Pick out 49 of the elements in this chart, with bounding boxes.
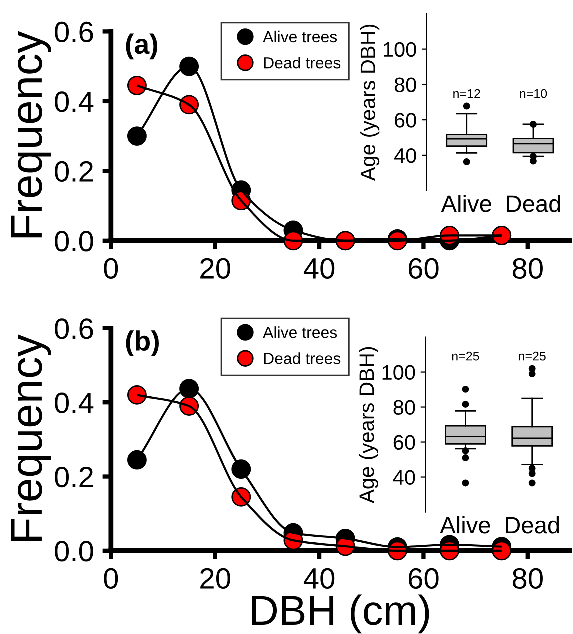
annotation: n=12 bbox=[454, 89, 480, 98]
x-tick-label: 0 bbox=[104, 258, 118, 280]
y-axis-title: Age (years DBH) bbox=[359, 347, 378, 504]
x-tick-label: 0 bbox=[104, 568, 118, 590]
annotation: n=25 bbox=[452, 352, 480, 361]
x-tick-label: 60 bbox=[408, 568, 439, 590]
y-tick-label: 40 bbox=[394, 148, 416, 164]
y-tick-label: 40 bbox=[393, 470, 416, 486]
y-tick-label: 0.4 bbox=[55, 92, 94, 112]
chart-title: (a) bbox=[126, 34, 158, 60]
y-tick-label: 0.6 bbox=[55, 22, 94, 43]
y-tick-label: 0.0 bbox=[55, 231, 94, 252]
x-tick-label: 40 bbox=[304, 258, 335, 280]
y-tick-label: 100 bbox=[382, 365, 416, 380]
annotation: n=10 bbox=[520, 89, 548, 98]
x-tick-label: Dead bbox=[507, 195, 560, 212]
y-tick-label: 80 bbox=[394, 400, 416, 416]
x-tick-label: 40 bbox=[304, 568, 335, 590]
y-tick-label: 0.4 bbox=[55, 392, 94, 414]
y-tick-label: 0.6 bbox=[55, 318, 94, 340]
legend-label: Dead trees bbox=[264, 57, 341, 69]
y-axis-title: Age (years DBH) bbox=[360, 24, 380, 182]
y-tick-label: 0.2 bbox=[55, 161, 94, 182]
x-tick-label: Dead bbox=[506, 516, 560, 534]
y-tick-label: 100 bbox=[384, 42, 416, 58]
point bbox=[127, 385, 147, 405]
x-tick-label: 80 bbox=[512, 258, 543, 280]
legend-label: Alive trees bbox=[263, 30, 338, 43]
y-tick-label: 80 bbox=[394, 78, 416, 92]
point bbox=[127, 126, 147, 146]
y-tick-label: 60 bbox=[394, 435, 416, 450]
x-tick-label: Alive bbox=[441, 195, 492, 212]
y-tick-label: 0.2 bbox=[55, 466, 94, 488]
x-tick-label: Alive bbox=[440, 516, 490, 534]
annotation: n=25 bbox=[519, 352, 546, 361]
y-axis-title: Frequency bbox=[11, 31, 52, 238]
y-axis-title: Frequency bbox=[11, 334, 52, 542]
chart-title: (b) bbox=[126, 330, 159, 357]
y-tick-label: 0.0 bbox=[55, 541, 94, 562]
legend-label: Alive trees bbox=[263, 326, 338, 338]
point bbox=[127, 450, 147, 470]
x-tick-label: 20 bbox=[200, 258, 230, 280]
point bbox=[127, 76, 147, 96]
x-tick-label: 20 bbox=[200, 568, 230, 590]
x-tick-label: 80 bbox=[512, 568, 543, 590]
x-tick-label: 60 bbox=[408, 258, 439, 280]
y-tick-label: 60 bbox=[395, 113, 416, 128]
legend-label: Dead trees bbox=[264, 352, 341, 364]
x-axis-title: DBH (cm) bbox=[252, 594, 430, 634]
